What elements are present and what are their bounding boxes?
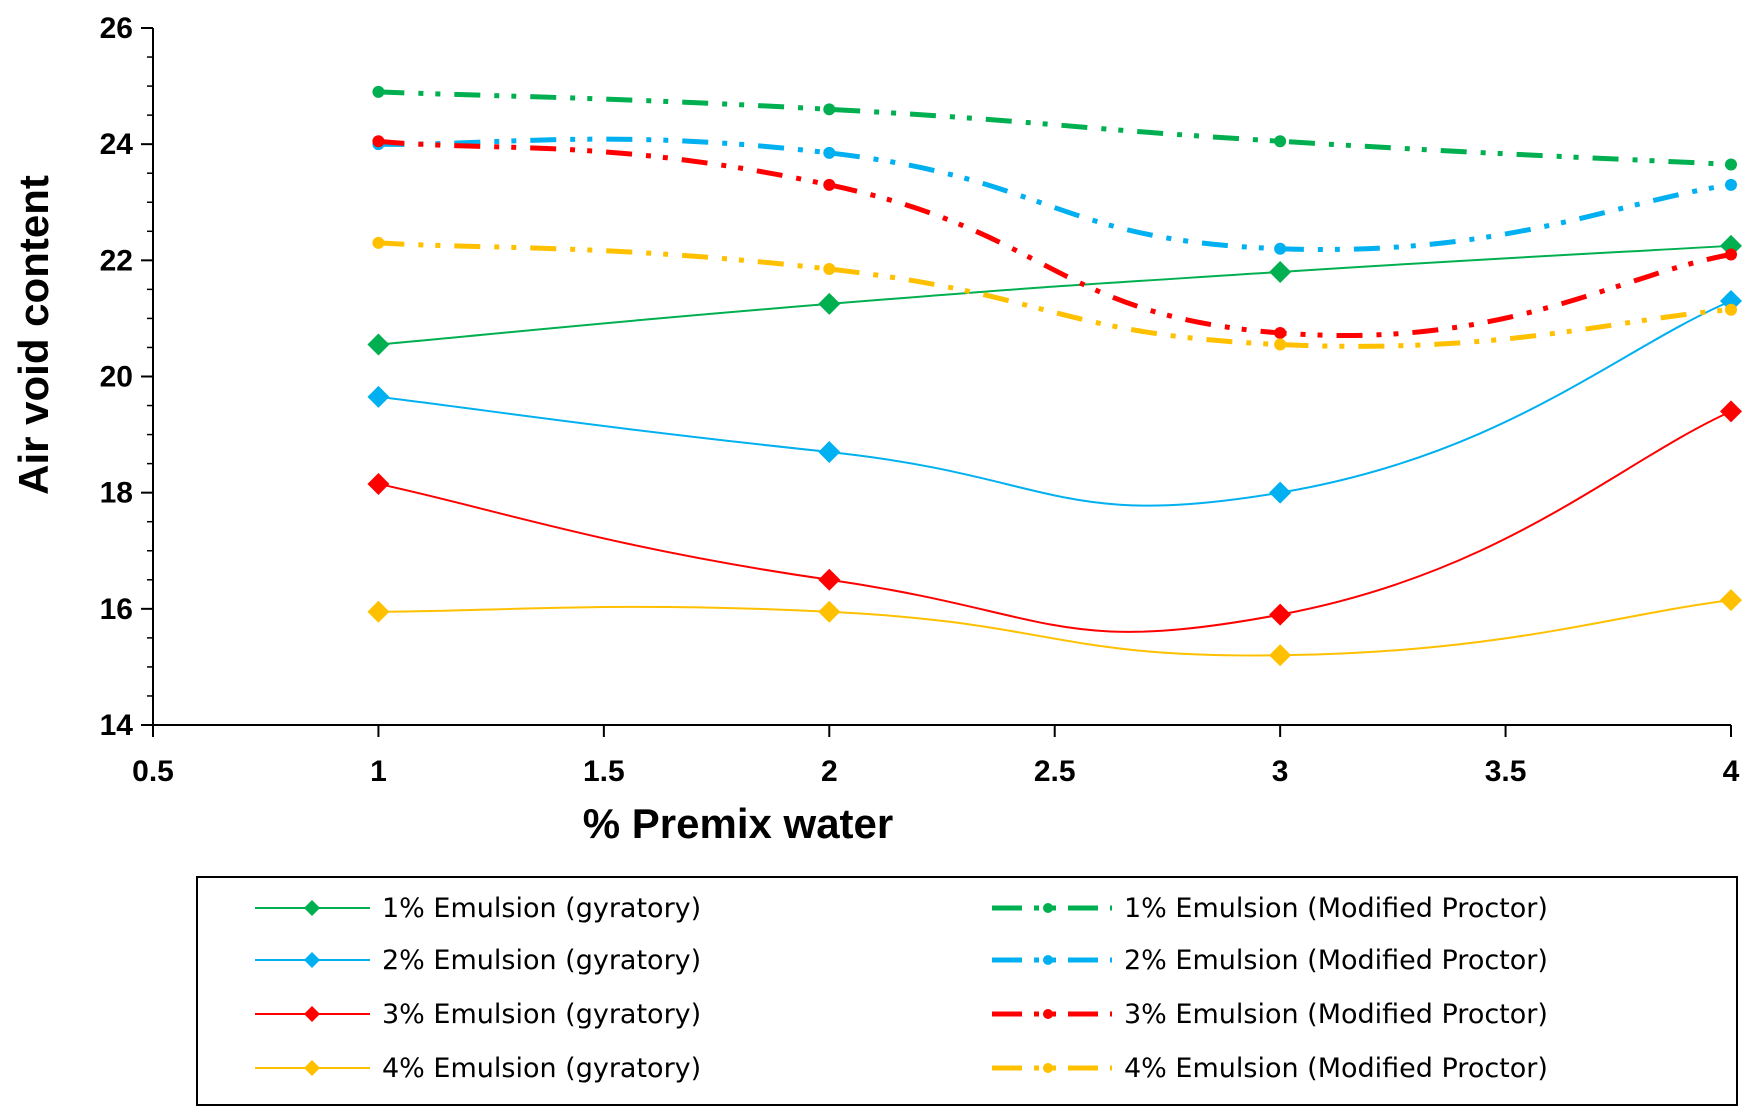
series-8 bbox=[372, 236, 1737, 351]
x-tick-label-0.5: 0.5 bbox=[132, 755, 174, 788]
series-line-7 bbox=[378, 138, 1732, 338]
y-tick-label-26: 26 bbox=[100, 12, 133, 45]
legend: 1% Emulsion (gyratory) 2% Emulsion (gyrat… bbox=[196, 876, 1738, 1106]
series-6-point-3 bbox=[1274, 242, 1287, 255]
legend-label-6: 2% Emulsion (Modified Proctor) bbox=[1124, 945, 1548, 976]
y-tick-label-14: 14 bbox=[100, 709, 134, 742]
series-line-6 bbox=[378, 136, 1732, 252]
series-3 bbox=[367, 400, 1742, 633]
x-tick-label-2: 2 bbox=[821, 755, 838, 788]
series-5-point-3 bbox=[1274, 135, 1287, 148]
legend-swatch-marker-3 bbox=[304, 1006, 320, 1022]
y-tick-label-22: 22 bbox=[100, 244, 133, 277]
series-2-point-2 bbox=[818, 441, 841, 464]
series-7 bbox=[372, 135, 1737, 339]
series-7-point-4 bbox=[1725, 248, 1737, 261]
legend-label-3: 3% Emulsion (gyratory) bbox=[382, 999, 701, 1030]
series-7-point-1 bbox=[372, 135, 385, 148]
series-5-point-1 bbox=[372, 85, 385, 98]
series-5-point-4 bbox=[1725, 158, 1737, 171]
series-line-8 bbox=[378, 240, 1732, 349]
series-6-point-2 bbox=[823, 146, 836, 159]
series-line-4 bbox=[378, 599, 1732, 657]
legend-swatch-marker-8 bbox=[1043, 1063, 1053, 1073]
legend-label-4: 4% Emulsion (gyratory) bbox=[382, 1053, 701, 1084]
legend-swatch-marker-2 bbox=[304, 952, 320, 968]
series-1-point-2 bbox=[818, 292, 841, 315]
x-tick-label-4: 4 bbox=[1723, 755, 1740, 788]
series-4-point-2 bbox=[818, 600, 841, 623]
series-4-point-4 bbox=[1720, 589, 1742, 612]
x-tick-label-3: 3 bbox=[1272, 755, 1289, 788]
legend-entry-2: 2% Emulsion (gyratory) bbox=[255, 945, 701, 976]
series-3-point-2 bbox=[818, 568, 841, 591]
series-8-point-1 bbox=[372, 236, 385, 249]
legend-swatch-marker-1 bbox=[304, 900, 320, 916]
legend-entry-3: 3% Emulsion (gyratory) bbox=[255, 999, 701, 1030]
y-tick-label-24: 24 bbox=[100, 128, 134, 161]
legend-entry-5: 1% Emulsion (Modified Proctor) bbox=[992, 893, 1548, 924]
series-layer bbox=[367, 85, 1742, 667]
legend-swatch-marker-7 bbox=[1043, 1009, 1053, 1019]
legend-label-8: 4% Emulsion (Modified Proctor) bbox=[1124, 1053, 1548, 1084]
legend-entry-4: 4% Emulsion (gyratory) bbox=[255, 1053, 701, 1084]
series-4-point-3 bbox=[1269, 644, 1292, 667]
series-line-1 bbox=[378, 244, 1732, 346]
legend-swatch-marker-6 bbox=[1043, 955, 1053, 965]
series-8-point-2 bbox=[823, 263, 836, 276]
series-8-point-3 bbox=[1274, 338, 1287, 351]
x-tick-label-1: 1 bbox=[370, 755, 387, 788]
legend-entry-1: 1% Emulsion (gyratory) bbox=[255, 893, 701, 924]
legend-label-1: 1% Emulsion (gyratory) bbox=[382, 893, 701, 924]
series-7-point-2 bbox=[823, 178, 836, 191]
y-tick-label-20: 20 bbox=[100, 361, 133, 394]
series-1-point-3 bbox=[1269, 260, 1292, 283]
series-7-point-3 bbox=[1274, 326, 1287, 339]
series-3-point-4 bbox=[1720, 400, 1742, 423]
legend-label-2: 2% Emulsion (gyratory) bbox=[382, 945, 701, 976]
legend-entry-8: 4% Emulsion (Modified Proctor) bbox=[992, 1053, 1548, 1084]
series-2-point-3 bbox=[1269, 481, 1292, 504]
y-axis-title: Air void content bbox=[10, 175, 57, 495]
legend-swatch-marker-4 bbox=[304, 1060, 320, 1076]
series-line-5 bbox=[378, 89, 1732, 167]
legend-label-5: 1% Emulsion (Modified Proctor) bbox=[1124, 893, 1548, 924]
series-1-point-1 bbox=[367, 333, 390, 356]
legend-entry-6: 2% Emulsion (Modified Proctor) bbox=[992, 945, 1548, 976]
series-2 bbox=[367, 289, 1742, 507]
series-6-point-4 bbox=[1725, 178, 1737, 191]
series-3-point-1 bbox=[367, 472, 390, 495]
series-4 bbox=[367, 589, 1742, 667]
series-8-point-4 bbox=[1725, 303, 1737, 316]
x-axis-title: % Premix water bbox=[583, 800, 894, 847]
series-3-point-3 bbox=[1269, 603, 1292, 626]
x-tick-label-2.5: 2.5 bbox=[1034, 755, 1076, 788]
series-line-2 bbox=[378, 300, 1732, 507]
legend-swatch-marker-5 bbox=[1043, 903, 1053, 913]
legend-entry-7: 3% Emulsion (Modified Proctor) bbox=[992, 999, 1548, 1030]
y-tick-label-18: 18 bbox=[100, 477, 133, 510]
series-2-point-4 bbox=[1720, 289, 1742, 312]
x-tick-label-1.5: 1.5 bbox=[583, 755, 625, 788]
series-5-point-2 bbox=[823, 103, 836, 116]
series-5 bbox=[372, 85, 1737, 171]
legend-label-7: 3% Emulsion (Modified Proctor) bbox=[1124, 999, 1548, 1030]
legend-frame bbox=[196, 876, 1738, 1106]
series-1-point-4 bbox=[1720, 234, 1742, 257]
series-2-point-1 bbox=[367, 385, 390, 408]
series-line-3 bbox=[378, 410, 1732, 633]
series-4-point-1 bbox=[367, 600, 390, 623]
y-tick-label-16: 16 bbox=[100, 593, 133, 626]
axes-layer: 14 16 18 20 22 24 26 0.5 1 1.5 2 2.5 3 3.5 4 bbox=[100, 12, 1740, 788]
x-tick-label-3.5: 3.5 bbox=[1485, 755, 1527, 788]
series-1 bbox=[367, 234, 1742, 356]
